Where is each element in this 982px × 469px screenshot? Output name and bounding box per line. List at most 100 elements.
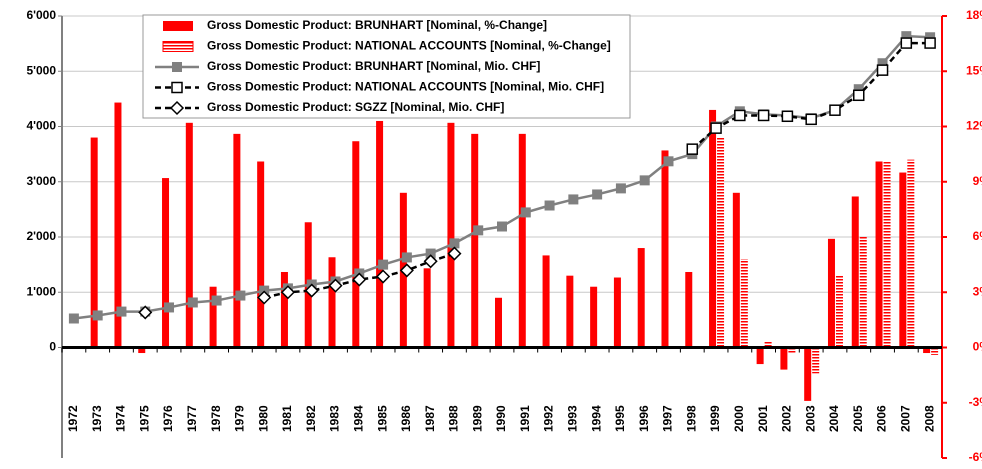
bar [899,172,907,348]
bar [280,271,288,348]
y2-tick-label: 3% [973,284,982,298]
marker [172,62,182,72]
y2-tick-label: 18% [966,8,982,22]
x-tick-label: 1984 [351,405,365,432]
y2-tick-label: 15% [966,63,982,77]
x-tick-label: 1983 [328,405,342,432]
y2-tick-label: -6% [969,450,982,464]
marker [304,283,319,298]
marker [757,109,770,122]
bar [756,347,764,365]
x-tick-label: 2007 [898,405,912,432]
bar [566,275,574,348]
bar [685,271,693,348]
marker [399,263,414,278]
x-tick-label: 1974 [114,405,128,432]
bar [423,268,431,348]
y-tick-label: 6'000 [26,8,56,22]
x-tick-label: 2003 [803,405,817,432]
bar [590,286,598,348]
marker [877,58,888,69]
legend-swatch [162,41,194,52]
marker [425,248,436,259]
marker [853,89,865,102]
bar [114,102,122,348]
bars [90,102,939,401]
bar [835,275,843,348]
x-tick-label: 1973 [90,405,104,432]
marker [138,305,153,320]
marker [423,254,438,269]
line [263,252,455,299]
marker [378,259,389,270]
marker [686,143,699,155]
bar [827,238,835,348]
bar [138,347,146,354]
legend-label: Gross Domestic Product: BRUNHART [Nomina… [207,18,547,32]
legend-label: Gross Domestic Product: NATIONAL ACCOUNT… [207,39,611,53]
marker [211,295,222,306]
y2-tick-label: -3% [969,395,982,409]
bar [328,257,336,348]
x-tick-label: 2000 [732,405,746,432]
axes: 0 1'000 2'000 3'000 4'000 5'000 6'000 -6% -3% 0% 3… [26,8,982,464]
marker [520,207,531,218]
marker [924,37,936,49]
bar [162,178,170,348]
marker [734,109,746,122]
marker [639,175,650,186]
x-tick-label: 1982 [304,405,318,432]
bar [907,159,915,348]
marker [449,238,460,249]
bar [233,133,241,348]
bar [883,161,891,348]
x-tick-label: 1996 [637,405,651,432]
bar [732,192,740,348]
marker [447,246,462,261]
marker [805,113,817,126]
marker [829,104,841,116]
marker [853,84,864,95]
bar [740,259,748,348]
x-tick-label: 1985 [375,405,389,432]
bar [780,347,788,370]
x-tick-label: 1972 [66,405,80,432]
bar [542,255,550,348]
bar [447,122,455,348]
bar [764,341,772,348]
bar [185,122,193,348]
marker [497,221,507,232]
marker [328,278,343,293]
bar [257,161,265,348]
bar [931,347,939,355]
marker [925,32,936,43]
bar [851,196,859,348]
marker [257,290,272,305]
marker [901,31,912,42]
marker [473,225,484,236]
x-tick-label: 1994 [589,405,603,432]
marker [92,310,103,321]
legend-box [142,14,631,119]
x-tick-label: 1993 [566,405,580,432]
legend-swatch [163,21,193,31]
x-tick-label: 2008 [922,405,936,432]
x-tick-label: 1998 [684,405,698,432]
x-tick-label: 1975 [137,405,151,432]
bar [859,237,867,348]
bar [661,150,669,348]
marker [900,37,913,49]
marker [171,81,183,94]
x-tick-label: 1976 [161,405,175,432]
x-tick-label: 1991 [518,405,532,432]
bar [812,347,820,374]
x-tick-label: 1980 [256,405,270,432]
bar [709,109,717,348]
legend-label: Gross Domestic Product: SGZZ [Nominal, M… [207,100,504,114]
x-tick-label: 1979 [233,405,247,432]
y-tick-label: 3'000 [26,174,56,188]
y-tick-label: 1'000 [26,284,56,298]
x-tick-label: 1981 [280,405,294,432]
bar [637,248,645,348]
marker [68,313,79,324]
